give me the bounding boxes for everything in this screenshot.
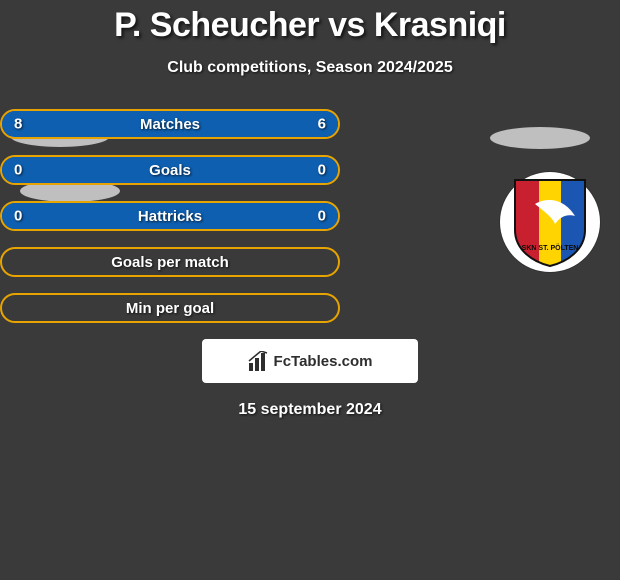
stat-row-goals-per-match: Goals per match bbox=[0, 247, 340, 277]
stat-label: Goals per match bbox=[111, 254, 229, 271]
page-title: P. Scheucher vs Krasniqi bbox=[0, 0, 620, 45]
stat-left-value: 0 bbox=[14, 208, 22, 225]
right-club-placeholder-1 bbox=[490, 127, 590, 149]
club-badge-svg: SKN ST. PÖLTEN bbox=[509, 176, 591, 268]
stat-row-min-per-goal: Min per goal bbox=[0, 293, 340, 323]
svg-text:SKN ST. PÖLTEN: SKN ST. PÖLTEN bbox=[522, 243, 579, 252]
stat-label: Goals bbox=[149, 162, 191, 179]
stat-row-matches: 8 6 Matches bbox=[0, 109, 340, 139]
right-club-badge: SKN ST. PÖLTEN bbox=[500, 172, 600, 272]
stat-label: Matches bbox=[140, 116, 200, 133]
stat-left-value: 8 bbox=[14, 116, 22, 133]
stat-label: Hattricks bbox=[138, 208, 202, 225]
bar-chart-icon bbox=[248, 351, 270, 371]
stat-label: Min per goal bbox=[126, 300, 214, 317]
date-line: 15 september 2024 bbox=[0, 401, 620, 419]
stat-row-goals: 0 0 Goals bbox=[0, 155, 340, 185]
stat-right-value: 6 bbox=[318, 116, 326, 133]
stat-right-value: 0 bbox=[318, 162, 326, 179]
stat-row-hattricks: 0 0 Hattricks bbox=[0, 201, 340, 231]
attribution-box: FcTables.com bbox=[202, 339, 418, 383]
stat-right-value: 0 bbox=[318, 208, 326, 225]
attribution-text: FcTables.com bbox=[274, 353, 373, 370]
stat-left-value: 0 bbox=[14, 162, 22, 179]
page-subtitle: Club competitions, Season 2024/2025 bbox=[0, 59, 620, 77]
